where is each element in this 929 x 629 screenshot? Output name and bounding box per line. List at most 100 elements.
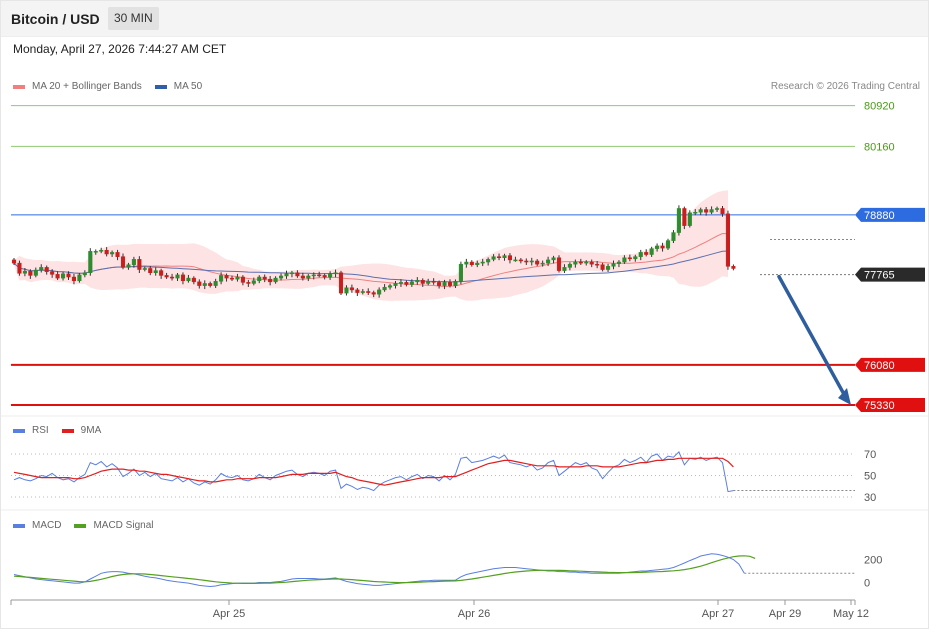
level-tag-75330 xyxy=(855,398,925,413)
candle-body xyxy=(584,261,589,264)
ma50-swatch xyxy=(154,84,167,89)
candle-body xyxy=(611,263,616,267)
rsi-line xyxy=(13,451,734,493)
candle-body xyxy=(655,245,660,249)
ma50-line xyxy=(13,250,729,283)
candle-body xyxy=(164,275,169,278)
candle-body xyxy=(731,266,736,269)
ma20-swatch xyxy=(13,84,25,89)
candle-body xyxy=(491,256,496,260)
candle-body xyxy=(627,257,632,260)
candle-body xyxy=(562,267,567,271)
legend-item-macd[interactable]: MACD xyxy=(13,520,61,531)
candle-body xyxy=(393,283,398,286)
candle-body xyxy=(159,270,164,276)
candle-body xyxy=(546,259,551,264)
candle-body xyxy=(82,272,87,276)
candle-body xyxy=(426,281,431,284)
candle-body xyxy=(273,277,278,283)
projection-arrowhead xyxy=(838,388,851,406)
candle-body xyxy=(240,276,245,283)
candle-body xyxy=(235,276,240,280)
candle-body xyxy=(39,267,44,271)
candle-body xyxy=(257,276,262,282)
candle-body xyxy=(633,256,638,260)
candle-body xyxy=(638,252,643,257)
price-legend: MA 20 + Bollinger Bands MA 50 xyxy=(13,81,215,92)
candle-body xyxy=(480,261,485,264)
timeframe-button[interactable]: 30 MIN xyxy=(108,7,159,30)
rsi-tick-label: 30 xyxy=(864,492,876,504)
candle-body xyxy=(197,281,202,286)
rsi-tick-label: 50 xyxy=(864,471,876,483)
candle-body xyxy=(360,291,365,293)
legend-item-macd-signal[interactable]: MACD Signal xyxy=(74,520,153,531)
candle-body xyxy=(61,273,66,279)
candle-body xyxy=(120,256,126,268)
candle-body xyxy=(502,255,507,258)
candle-body xyxy=(77,274,82,282)
candle-body xyxy=(660,245,665,249)
ma9-swatch xyxy=(61,428,74,433)
macd-tick-label: 200 xyxy=(864,555,882,567)
candle-body xyxy=(469,261,474,265)
candle-body xyxy=(709,209,714,213)
legend-label-ma50: MA 50 xyxy=(173,81,203,92)
rsi-9ma-line xyxy=(13,457,734,486)
candle-body xyxy=(437,282,442,286)
candle-body xyxy=(431,281,436,283)
candle-body xyxy=(409,281,414,285)
candle-body xyxy=(344,287,349,294)
candle-body xyxy=(453,281,458,286)
candle-body xyxy=(388,285,393,288)
candle-body xyxy=(720,208,725,215)
candle-body xyxy=(676,208,681,233)
candle-body xyxy=(137,259,142,270)
candle-body xyxy=(529,260,534,263)
candle-body xyxy=(268,278,273,283)
x-tick-label: Apr 27 xyxy=(702,608,734,620)
candle-body xyxy=(486,259,491,263)
candle-body xyxy=(110,252,115,255)
candle-body xyxy=(338,272,344,294)
candle-body xyxy=(366,291,371,293)
candle-body xyxy=(328,273,333,278)
candle-body xyxy=(191,277,196,283)
candle-body xyxy=(44,267,49,272)
candle-body xyxy=(148,268,153,273)
candle-body xyxy=(573,261,578,265)
candle-body xyxy=(289,272,294,275)
legend-item-9ma[interactable]: 9MA xyxy=(61,425,101,436)
candle-body xyxy=(551,257,556,261)
candle-body xyxy=(99,250,104,252)
legend-item-ma20[interactable]: MA 20 + Bollinger Bands xyxy=(13,81,142,92)
candle-body xyxy=(644,252,649,255)
legend-item-rsi[interactable]: RSI xyxy=(13,425,49,436)
candle-body xyxy=(300,275,305,279)
instrument-title: Bitcoin / USD xyxy=(11,11,100,27)
legend-item-ma50[interactable]: MA 50 xyxy=(154,81,203,92)
candle-body xyxy=(170,276,175,279)
candle-body xyxy=(589,261,594,265)
chart-datetime: Monday, April 27, 2026 7:44:27 AM CET xyxy=(13,42,227,56)
legend-label-macd: MACD xyxy=(32,520,62,531)
candle-body xyxy=(349,287,354,291)
level-label-75330: 75330 xyxy=(864,400,895,412)
macd-signal-line xyxy=(13,555,756,585)
candle-body xyxy=(175,274,180,279)
last-price-tag xyxy=(855,267,925,282)
candle-body xyxy=(535,260,540,265)
rsi-swatch xyxy=(13,428,25,433)
candle-body xyxy=(698,209,703,213)
candle-body xyxy=(704,209,709,213)
level-label-80920: 80920 xyxy=(864,101,895,113)
bollinger-band xyxy=(14,190,728,301)
macd-swatch xyxy=(13,523,25,528)
candle-body xyxy=(71,276,77,282)
candle-body xyxy=(66,273,71,278)
candle-body xyxy=(693,211,698,214)
candle-body xyxy=(322,275,327,278)
candle-body xyxy=(93,251,98,253)
candle-body xyxy=(28,270,33,276)
